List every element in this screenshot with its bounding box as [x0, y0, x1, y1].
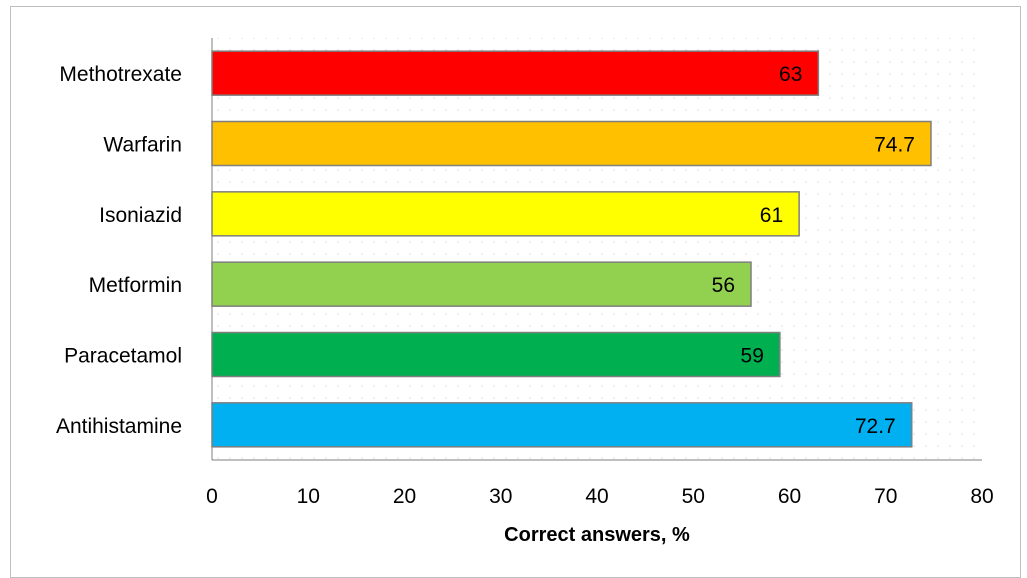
category-label-metformin: Metformin	[89, 274, 182, 297]
data-label-warfarin: 74.7	[874, 134, 915, 157]
x-tick-label: 40	[585, 485, 608, 508]
category-label-methotrexate: Methotrexate	[59, 63, 182, 86]
data-label-methotrexate: 63	[779, 63, 802, 86]
bars-group: 63 74.7 61 56 59 72.7	[211, 50, 932, 448]
x-tick-labels: 0 10 20 30 40 50 60 70 80	[206, 485, 994, 508]
category-label-antihistamine: Antihistamine	[56, 415, 182, 438]
x-tick-label: 60	[778, 485, 801, 508]
bar-methotrexate	[211, 50, 820, 96]
category-label-paracetamol: Paracetamol	[64, 345, 182, 368]
plot-area	[212, 38, 982, 460]
x-tick-label: 80	[970, 485, 993, 508]
bar-warfarin	[211, 120, 932, 167]
x-tick-label: 10	[297, 485, 320, 508]
category-labels: Methotrexate Warfarin Isoniazid Metformin Pa…	[56, 63, 182, 438]
bar-paracetamol	[211, 331, 781, 378]
data-label-paracetamol: 59	[741, 345, 764, 368]
bar-metformin	[211, 261, 752, 307]
data-label-isoniazid: 61	[760, 204, 783, 227]
x-tick-label: 50	[682, 485, 705, 508]
bar-antihistamine	[211, 402, 913, 448]
x-tick-label: 30	[489, 485, 512, 508]
data-label-metformin: 56	[712, 274, 735, 297]
x-tick-label: 70	[874, 485, 897, 508]
category-label-warfarin: Warfarin	[103, 134, 182, 157]
data-label-antihistamine: 72.7	[855, 415, 896, 438]
category-label-isoniazid: Isoniazid	[99, 204, 182, 227]
x-tick-label: 0	[206, 485, 218, 508]
x-tick-label: 20	[393, 485, 416, 508]
bar-isoniazid	[211, 191, 800, 237]
x-axis-title: Correct answers, %	[504, 524, 690, 546]
